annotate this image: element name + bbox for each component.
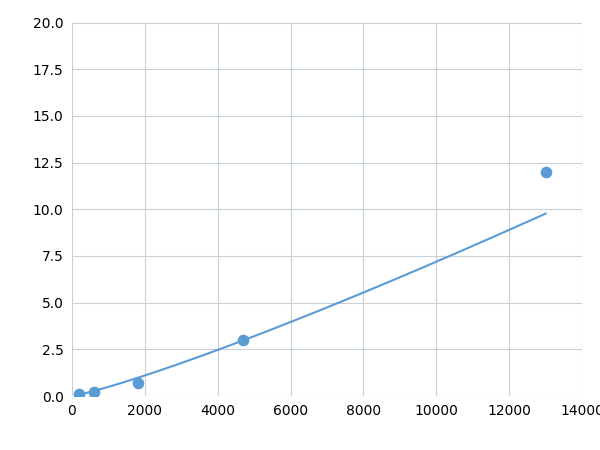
Point [74,391,84,398]
Point [133,379,142,386]
Point [89,388,98,396]
Point [541,168,550,176]
Point [238,337,248,344]
